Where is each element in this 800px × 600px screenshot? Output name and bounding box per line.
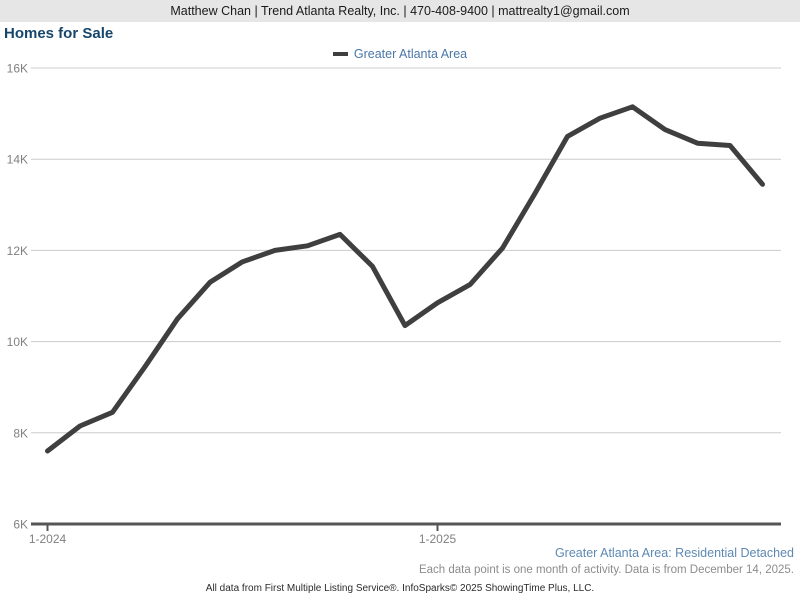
y-tick-label: 10K bbox=[7, 335, 28, 349]
footer-attribution: All data from First Multiple Listing Ser… bbox=[205, 583, 595, 594]
x-tick-label: 1-2024 bbox=[29, 532, 67, 546]
page-title: Homes for Sale bbox=[4, 25, 114, 42]
series-line-greater-atlanta-area bbox=[45, 104, 765, 454]
contact-line: Matthew Chan | Trend Atlanta Realty, Inc… bbox=[170, 4, 630, 18]
legend-line-swatch bbox=[332, 52, 348, 56]
chart-svg: 16K 14K 12K 10K 8K 6K1-2024 1-2025 bbox=[7, 62, 781, 546]
x-tick-label: 1-2025 bbox=[419, 532, 457, 546]
y-tick-label: 14K bbox=[7, 153, 28, 167]
footer-data-note: Each data point is one month of activity… bbox=[418, 564, 794, 576]
footer-series-note: Greater Atlanta Area: Residential Detach… bbox=[554, 546, 794, 560]
chart-legend: Greater Atlanta Area bbox=[0, 47, 800, 61]
legend-label: Greater Atlanta Area bbox=[353, 47, 468, 61]
y-tick-label: 16K bbox=[7, 62, 28, 76]
header-bar: Matthew Chan | Trend Atlanta Realty, Inc… bbox=[0, 0, 800, 22]
y-tick-label: 12K bbox=[7, 244, 28, 258]
y-tick-label: 8K bbox=[13, 426, 28, 440]
y-tick-label: 6K bbox=[13, 518, 28, 532]
